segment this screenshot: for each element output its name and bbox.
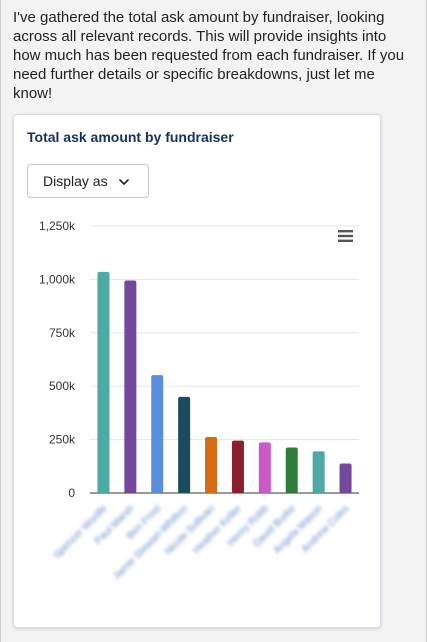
- y-tick-label: 500k: [49, 379, 76, 393]
- y-tick-label: 1,250k: [39, 219, 76, 233]
- bar-7[interactable]: [258, 442, 271, 493]
- y-tick-label: 1,000k: [39, 272, 76, 286]
- assistant-message: I've gathered the total ask amount by fu…: [13, 9, 405, 102]
- bar-8[interactable]: [285, 447, 298, 493]
- x-category-label: Andrew Coles: [300, 503, 352, 555]
- y-tick-label: 0: [68, 486, 75, 500]
- display-as-label: Display as: [43, 173, 108, 189]
- bar-9[interactable]: [312, 451, 325, 493]
- hamburger-menu-icon[interactable]: [337, 229, 355, 243]
- bar-6[interactable]: [231, 440, 244, 493]
- chart-card-title: Total ask amount by fundraiser: [27, 129, 234, 145]
- bar-5[interactable]: [205, 437, 218, 493]
- display-as-button[interactable]: Display as: [27, 164, 149, 198]
- bar-3[interactable]: [151, 375, 164, 493]
- bar-1[interactable]: [97, 271, 110, 493]
- y-tick-label: 750k: [49, 326, 76, 340]
- bar-10[interactable]: [339, 463, 352, 493]
- bar-4[interactable]: [178, 396, 191, 493]
- bar-2[interactable]: [124, 280, 137, 493]
- y-tick-label: 250k: [49, 433, 76, 447]
- chart-card: Total ask amount by fundraiser Display a…: [13, 114, 381, 628]
- chevron-down-icon: [118, 175, 130, 187]
